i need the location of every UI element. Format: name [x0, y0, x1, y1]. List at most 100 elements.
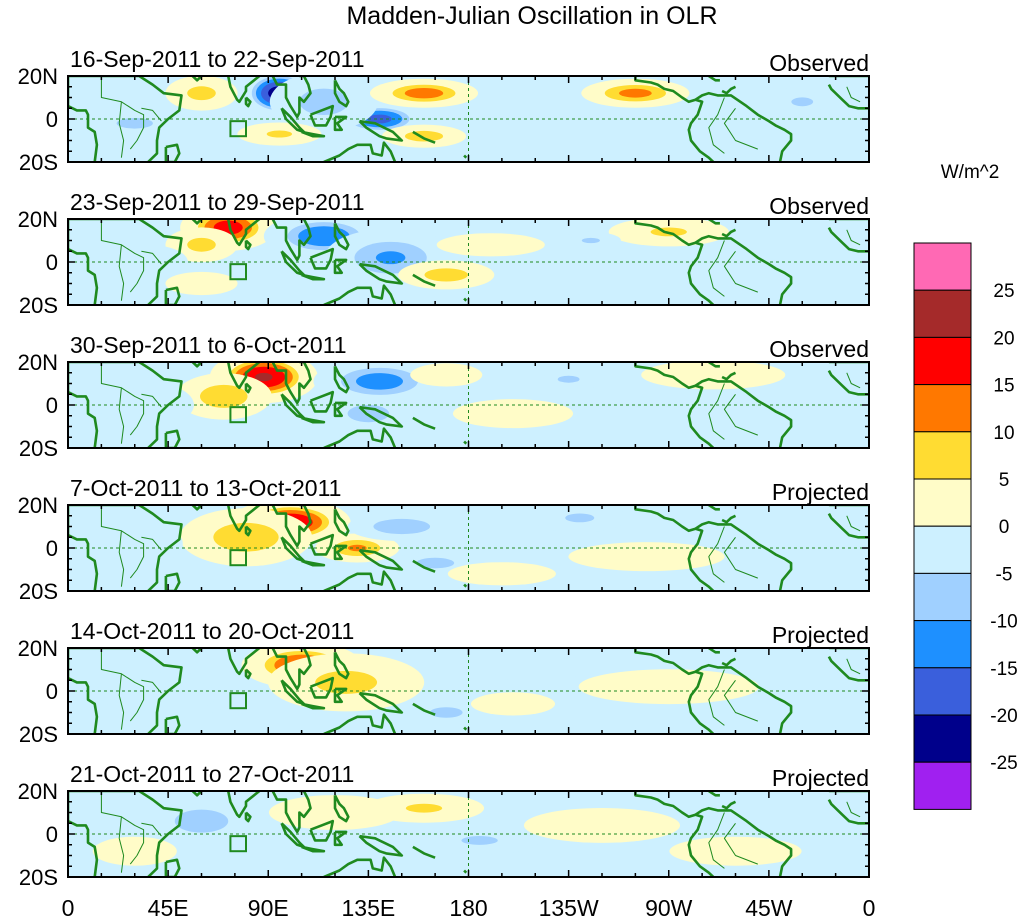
y-tick-label: 20N: [18, 779, 58, 804]
anomaly-5-level-1: [110, 387, 182, 423]
coastline-14: [323, 427, 397, 448]
coastlines: [68, 648, 869, 734]
coastline-13: [358, 405, 404, 428]
anomaly-9-level-2: [266, 130, 293, 138]
coastline-9: [301, 702, 326, 710]
anomaly-6-level-2: [424, 268, 469, 282]
colorbar-tick-label: -25: [990, 753, 1017, 774]
coastlines: [68, 76, 869, 162]
coastline-11: [333, 544, 348, 561]
coastline-16: [412, 559, 436, 573]
border-3: [141, 536, 162, 551]
coastline-18: [634, 505, 715, 591]
coastline-9: [301, 845, 326, 853]
anomaly-3-level-2: [429, 707, 463, 718]
coastline-9: [301, 273, 326, 281]
coastline-17: [463, 583, 468, 588]
coastline-18: [634, 362, 715, 448]
coastline-7: [271, 219, 312, 262]
coastline-10: [309, 819, 335, 842]
panel-period-label: 23-Sep-2011 to 29-Sep-2011: [70, 189, 365, 215]
anomaly-4-level-2: [405, 803, 443, 813]
box-marker: [229, 835, 248, 853]
colorbar-tick-label: -10: [990, 612, 1017, 633]
colorbar-swatch: [913, 667, 972, 716]
panel-2: 20N 0 20S 23-Sep-2011 to 29-Sep-2011 Observe…: [18, 189, 870, 318]
border-5: [723, 108, 758, 150]
anomaly-8-level-2: [404, 130, 444, 142]
coastline-9: [301, 130, 326, 138]
coastline-5: [217, 791, 261, 819]
coastline-16: [412, 845, 436, 859]
anomaly-6-level-3: [404, 88, 444, 99]
colorbar-swatch: [913, 478, 972, 527]
coastline-5: [217, 362, 261, 390]
coastline-9: [301, 416, 326, 424]
coastline-21: [708, 362, 720, 368]
coastline-19: [694, 234, 793, 305]
x-axis: 0 45E 90E 135E 180 135W 90W 45W 0: [62, 895, 876, 921]
border-5: [723, 251, 758, 293]
anomaly-1-level-2: [174, 809, 229, 833]
border-1: [100, 791, 145, 865]
panel-5: 20N 0 20S 14-Oct-2011 to 20-Oct-2011 Project…: [18, 618, 870, 747]
colorbar-tick-label: 15: [993, 376, 1014, 397]
coastline-22: [721, 85, 737, 95]
colorbar-swatch: [913, 525, 972, 574]
y-tick-label: 0: [46, 250, 58, 275]
colorbar-swatch: [913, 572, 972, 622]
coastline-16: [412, 273, 436, 287]
coastline-13: [358, 262, 404, 285]
coastline-4: [191, 648, 203, 654]
box-marker: [229, 692, 248, 710]
coastline-23: [827, 655, 869, 682]
coastline-6: [244, 668, 252, 680]
coastline-16: [412, 702, 436, 716]
coastline-18: [634, 648, 715, 734]
anomaly-7-level-1: [450, 236, 531, 254]
border-2: [118, 816, 125, 873]
panel-status-label: Projected: [772, 765, 869, 791]
x-tick-label: 45W: [745, 895, 793, 921]
anomaly-1-level-5: [255, 372, 273, 382]
anomaly-field: [74, 76, 839, 148]
coastline-7: [271, 505, 312, 548]
coastline-17: [463, 154, 468, 159]
border-5: [723, 680, 758, 722]
panel-period-label: 30-Sep-2011 to 6-Oct-2011: [70, 332, 347, 358]
coastline-21: [708, 505, 720, 511]
coastline-7: [271, 791, 312, 834]
coastline-13: [358, 691, 404, 714]
box-marker: [229, 406, 248, 424]
coastline-10: [309, 104, 335, 127]
panels-group: 20N 0 20S 16-Sep-2011 to 22-Sep-2011 Observe…: [18, 46, 870, 890]
x-tick-label: 135W: [539, 895, 599, 921]
coastline-14: [323, 856, 397, 877]
coastline-5: [217, 219, 261, 247]
anomaly-9-level-1: [174, 274, 229, 293]
coastline-1: [68, 648, 183, 734]
coastline-6: [244, 96, 252, 108]
coastline-6: [244, 525, 252, 537]
border-2: [118, 101, 125, 158]
border-2: [118, 530, 125, 587]
panel-status-label: Observed: [769, 193, 869, 219]
border-6: [846, 229, 861, 246]
coastline-21: [708, 219, 720, 225]
colorbar-tick-label: -20: [990, 706, 1017, 727]
coastlines: [68, 362, 869, 448]
anomaly-7-level-1: [468, 402, 558, 425]
colorbar-swatch: [913, 242, 972, 291]
border-6: [846, 372, 861, 389]
panel-status-label: Projected: [772, 479, 869, 505]
panel-period-label: 14-Oct-2011 to 20-Oct-2011: [70, 618, 354, 644]
border-4: [708, 97, 725, 154]
panel-status-label: Projected: [772, 622, 869, 648]
coastlines: [68, 219, 869, 305]
border-3: [141, 393, 162, 408]
colorbar-tick-label: 20: [993, 328, 1014, 349]
coastline-3: [164, 715, 181, 734]
colorbar-swatch: [913, 761, 972, 810]
panel-3: 20N 0 20S 30-Sep-2011 to 6-Oct-2011 Observed: [18, 332, 870, 461]
panel-1: 20N 0 20S 16-Sep-2011 to 22-Sep-2011 Observe…: [18, 46, 870, 175]
